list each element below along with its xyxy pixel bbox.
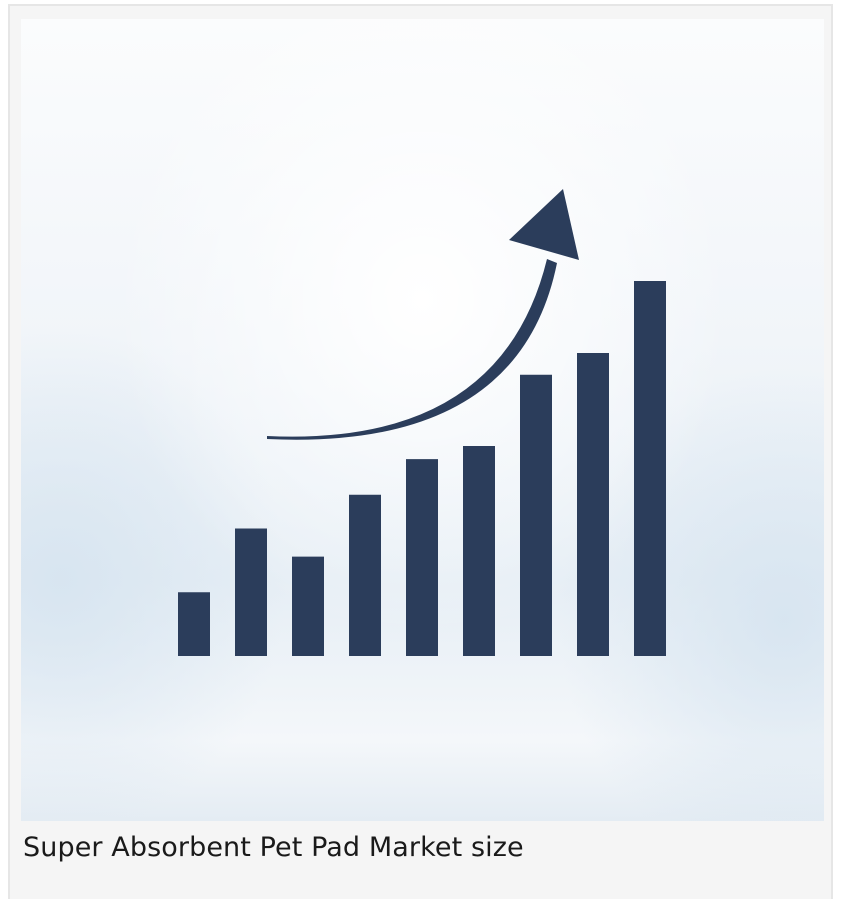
bar-8 bbox=[577, 353, 609, 656]
bars-group bbox=[178, 281, 666, 656]
bar-6 bbox=[463, 446, 495, 656]
image-card: Super Absorbent Pet Pad Market size bbox=[8, 4, 833, 899]
bar-9 bbox=[634, 281, 666, 656]
bar-5 bbox=[406, 459, 438, 656]
growth-chart-icon bbox=[178, 189, 666, 656]
arrow-head-icon bbox=[509, 189, 579, 260]
bar-7 bbox=[520, 374, 552, 656]
arrow-curve bbox=[267, 259, 557, 440]
bar-2 bbox=[235, 528, 267, 656]
image-caption: Super Absorbent Pet Pad Market size bbox=[23, 832, 524, 863]
bar-4 bbox=[349, 494, 381, 656]
market-growth-image[interactable] bbox=[21, 19, 824, 821]
bar-3 bbox=[292, 556, 324, 656]
bar-1 bbox=[178, 592, 210, 656]
